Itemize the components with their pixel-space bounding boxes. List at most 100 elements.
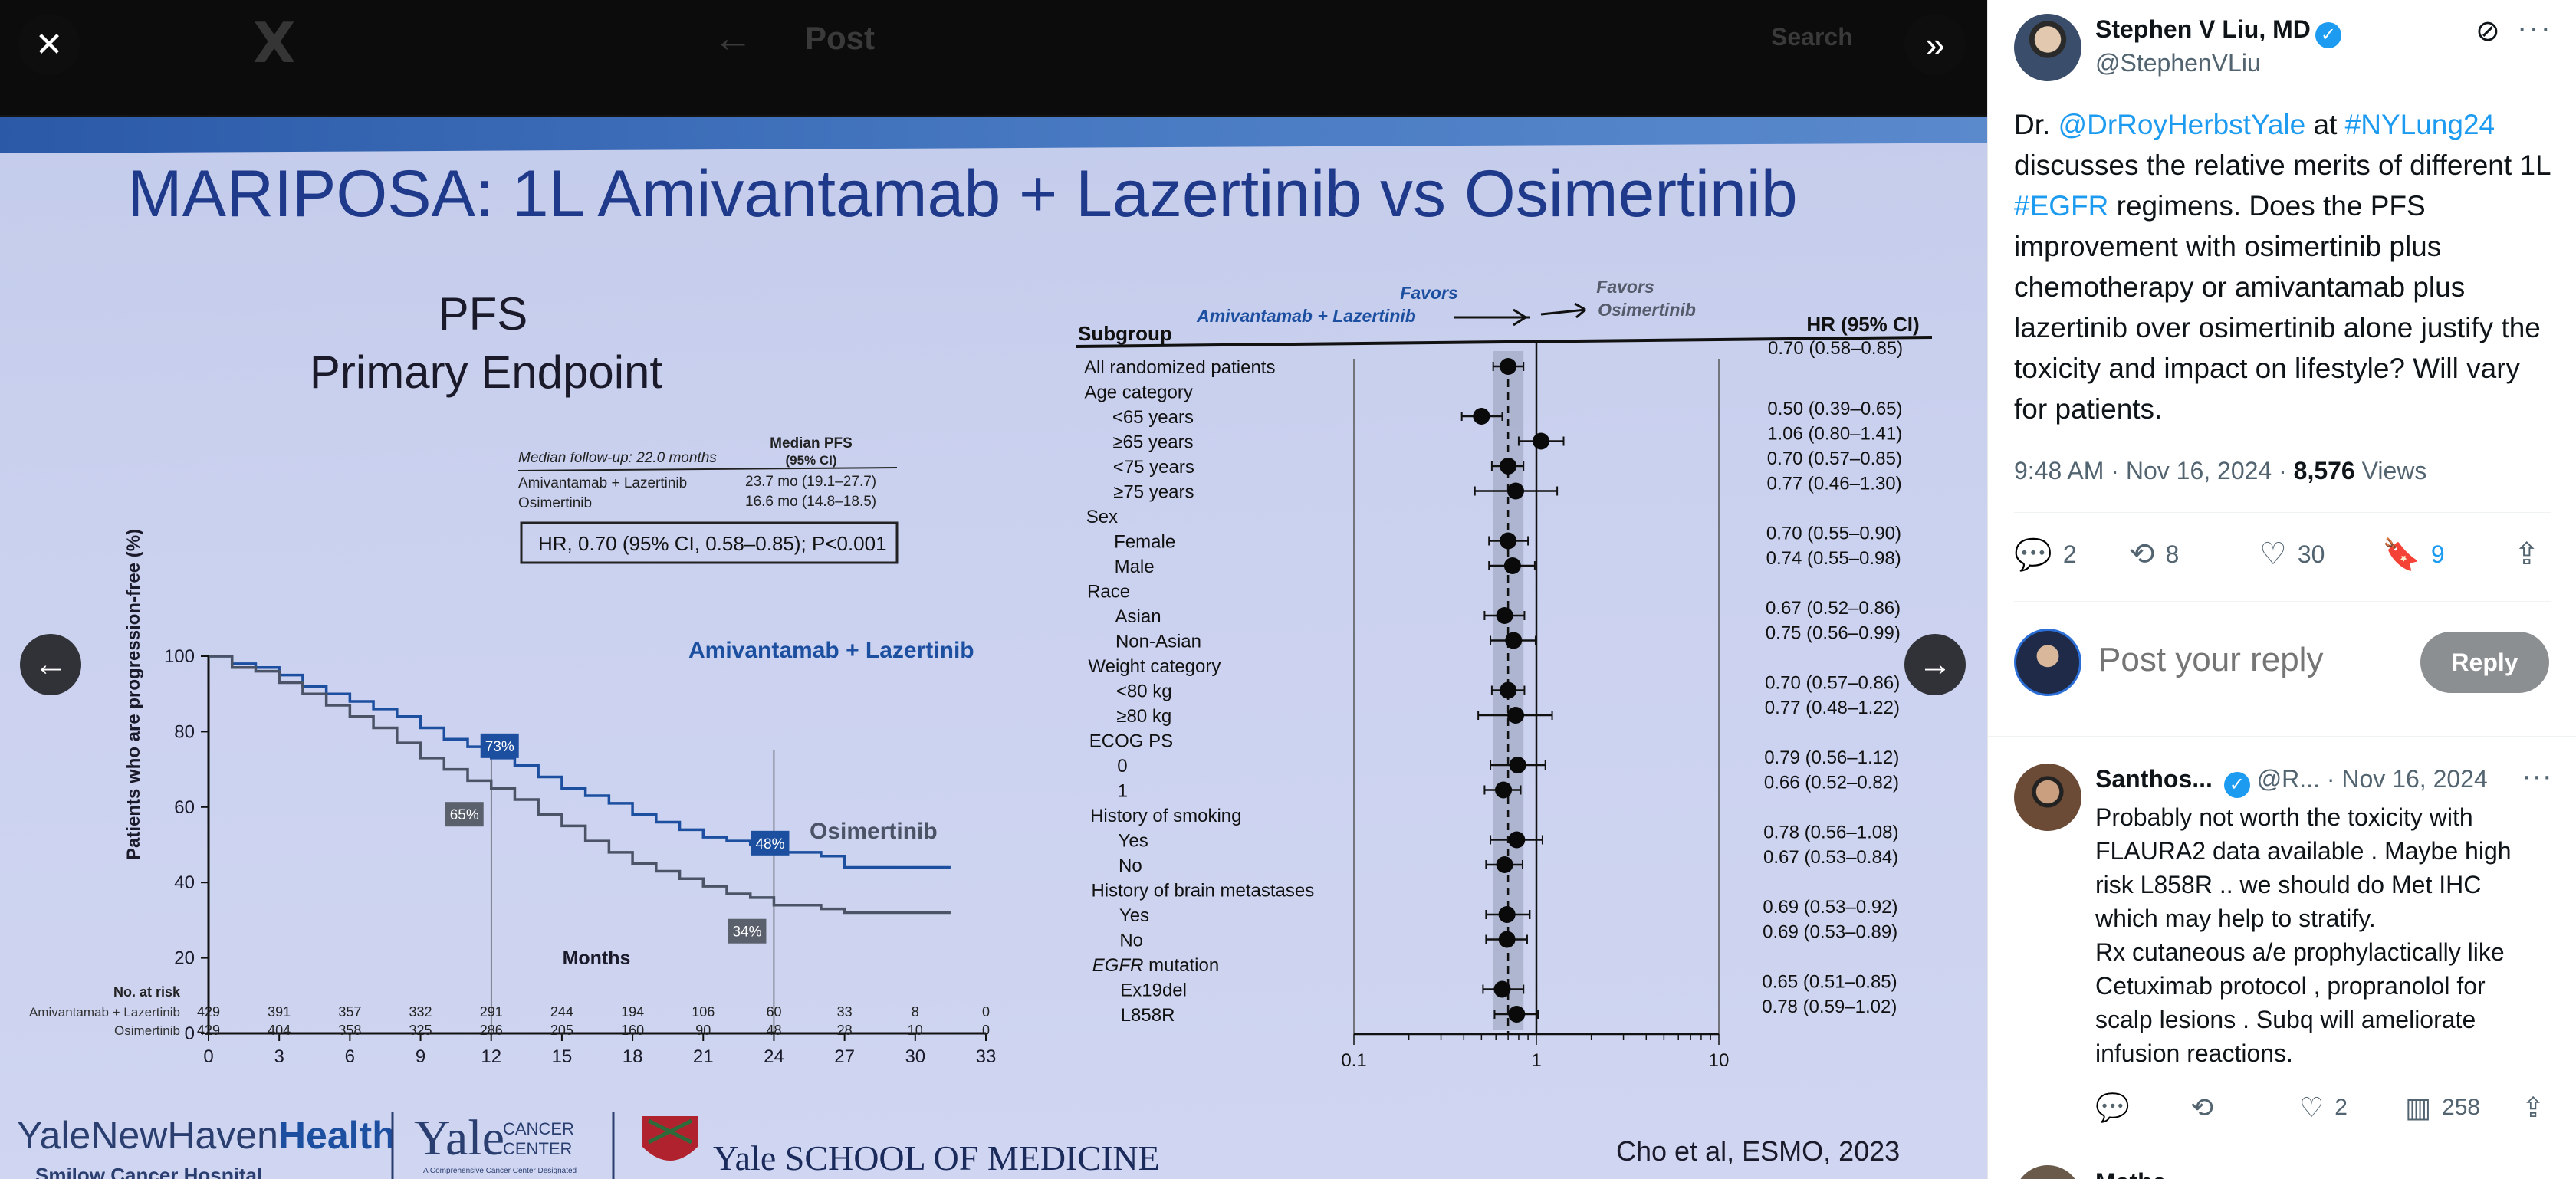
km-badge <box>445 802 484 827</box>
yale-shield-icon <box>642 1116 698 1161</box>
km-badge-label: 34% <box>732 924 761 941</box>
at-risk-value: 33 <box>837 1004 853 1020</box>
bookmark-icon: 🔖 <box>2382 538 2420 572</box>
forest-row-label: Ex19del <box>1120 980 1187 1001</box>
post-side-panel: Stephen V Liu, MD ✓ @StephenVLiu ⊘ ··· Dr… <box>1987 0 2576 1179</box>
forest-hr-value: 0.77 (0.48–1.22) <box>1765 698 1900 718</box>
forest-row-label: Yes <box>1119 905 1149 926</box>
pfs-subtitle: Primary Endpoint <box>310 346 663 398</box>
like-button[interactable]: ♡ 30 <box>2259 537 2325 571</box>
reply-author-handle[interactable]: @R... <box>2256 765 2320 793</box>
close-viewer-button[interactable]: ✕ <box>18 14 80 75</box>
logo-ycc-sub: A Comprehensive Cancer Center Designated <box>423 1167 577 1175</box>
previous-image-button[interactable]: ← <box>20 634 81 695</box>
forest-row-label: Female <box>1114 532 1175 553</box>
favors-right-arrow-icon <box>1540 302 1586 319</box>
next-reply-author-name[interactable]: Mathe... <box>2095 1168 2187 1179</box>
forest-row-label: Sex <box>1086 507 1118 527</box>
at-risk-value: 106 <box>692 1004 715 1020</box>
favors-right-arm: Osimertinib <box>1598 300 1696 320</box>
share-icon: ⇪ <box>2522 1092 2545 1123</box>
reply-input[interactable] <box>2098 641 2390 679</box>
verified-badge-icon: ✓ <box>2315 22 2341 48</box>
forest-hr-value: 0.50 (0.39–0.65) <box>1767 399 1902 419</box>
back-arrow-icon: ← <box>713 16 753 61</box>
repost-button[interactable]: ⟲ 8 <box>2129 537 2180 571</box>
at-risk-value: 10 <box>908 1023 923 1038</box>
at-risk-value: 8 <box>912 1004 919 1020</box>
forest-point <box>1503 557 1521 574</box>
forest-hr-value: 0.70 (0.57–0.85) <box>1767 448 1902 469</box>
at-risk-value: 357 <box>338 1004 361 1020</box>
reply-author-avatar[interactable] <box>2014 764 2082 831</box>
km-x-tick-label: 33 <box>976 1046 997 1067</box>
forest-row-label: No <box>1119 931 1143 951</box>
logo-ynh-sub: Smilow Cancer Hospital <box>35 1164 262 1179</box>
hashtag-link-nylung24[interactable]: #NYLung24 <box>2344 109 2496 140</box>
forest-point <box>1500 532 1517 550</box>
forest-point <box>1498 906 1516 923</box>
current-user-avatar[interactable] <box>2014 629 2082 696</box>
reply-more-options-icon[interactable]: ··· <box>2522 759 2552 793</box>
at-risk-value: 332 <box>409 1004 432 1020</box>
forest-point <box>1496 856 1513 873</box>
at-risk-value: 286 <box>480 1023 503 1038</box>
heart-icon: ♡ <box>2259 537 2287 571</box>
table-arm1-pfs: 23.7 mo (19.1–27.7) <box>745 474 876 490</box>
hashtag-link-egfr[interactable]: #EGFR <box>2014 190 2109 222</box>
toggle-side-panel-button[interactable]: » <box>1904 14 1966 75</box>
next-image-button[interactable]: → <box>1904 634 1966 695</box>
arrow-right-icon: → <box>1918 645 1952 683</box>
reply-repost-button[interactable]: ⟲ <box>2190 1092 2213 1124</box>
post-timestamp[interactable]: 9:48 AM · Nov 16, 2024 · 8,576 Views <box>2014 457 2427 484</box>
more-options-icon[interactable]: ··· <box>2517 11 2552 44</box>
forest-point <box>1473 408 1490 425</box>
arrow-left-icon: ← <box>34 645 67 683</box>
reply-like-button[interactable]: ♡ 2 <box>2299 1092 2348 1123</box>
forest-x-tick-label: 0.1 <box>1341 1050 1366 1071</box>
forest-hr-value: 0.65 (0.51–0.85) <box>1763 972 1898 993</box>
author-name[interactable]: Stephen V Liu, MD ✓ <box>2095 15 2341 48</box>
forest-row-label: 1 <box>1118 781 1128 802</box>
forest-row-label: History of brain metastases <box>1091 881 1314 901</box>
reply-views-button[interactable]: ▥ 258 <box>2405 1092 2481 1123</box>
forest-row-label: History of smoking <box>1090 806 1241 826</box>
forest-hr-value: 0.70 (0.57–0.86) <box>1765 673 1900 694</box>
at-risk-value: 291 <box>480 1004 503 1020</box>
share-button[interactable]: ⇪ <box>2514 537 2540 572</box>
author-avatar[interactable] <box>2014 14 2082 81</box>
next-reply-avatar[interactable] <box>2014 1165 2082 1179</box>
reply-icon: 💬 <box>2095 1092 2130 1123</box>
reply-button[interactable]: 💬 2 <box>2014 538 2077 572</box>
forest-hr-value: 0.66 (0.52–0.82) <box>1764 773 1899 793</box>
bookmark-button[interactable]: 🔖 9 <box>2382 538 2445 572</box>
at-risk-value: 205 <box>550 1023 573 1038</box>
at-risk-value: 358 <box>338 1023 361 1038</box>
grok-icon[interactable]: ⊘ <box>2476 15 2500 48</box>
km-x-tick-label: 12 <box>481 1046 501 1067</box>
views-count: 8,576 <box>2293 457 2355 484</box>
forest-point <box>1533 432 1550 450</box>
reply-reply-button[interactable]: 💬 <box>2095 1092 2130 1124</box>
reply-share-button[interactable]: ⇪ <box>2522 1092 2545 1124</box>
forest-hr-value: 0.69 (0.53–0.89) <box>1763 922 1898 943</box>
divider <box>2014 512 2551 513</box>
mention-link[interactable]: @DrRoyHerbstYale <box>2058 109 2306 140</box>
reply-date[interactable]: · Nov 16, 2024 <box>2326 765 2488 793</box>
forest-row-label: <65 years <box>1112 407 1194 428</box>
forest-hr-value: 0.79 (0.56–1.12) <box>1764 747 1899 768</box>
reply-header: Santhos... ✓ @R... · Nov 16, 2024 <box>2095 765 2488 798</box>
curve-label-amivantamab: Amivantamab + Lazertinib <box>688 638 974 663</box>
km-y-axis-label: Patients who are progression-free (%) <box>123 529 144 860</box>
at-risk-title: No. at risk <box>113 984 181 1000</box>
forest-row-label: Age category <box>1084 383 1192 403</box>
reply-author-name[interactable]: Santhos... <box>2095 765 2213 793</box>
km-y-tick-label: 100 <box>164 646 195 667</box>
author-handle[interactable]: @StephenVLiu <box>2095 49 2261 77</box>
forest-row-label: <75 years <box>1113 457 1194 478</box>
reply-submit-button[interactable]: Reply <box>2420 632 2549 693</box>
km-y-tick-label: 0 <box>185 1023 195 1044</box>
forest-x-tick-label: 10 <box>1709 1050 1730 1071</box>
